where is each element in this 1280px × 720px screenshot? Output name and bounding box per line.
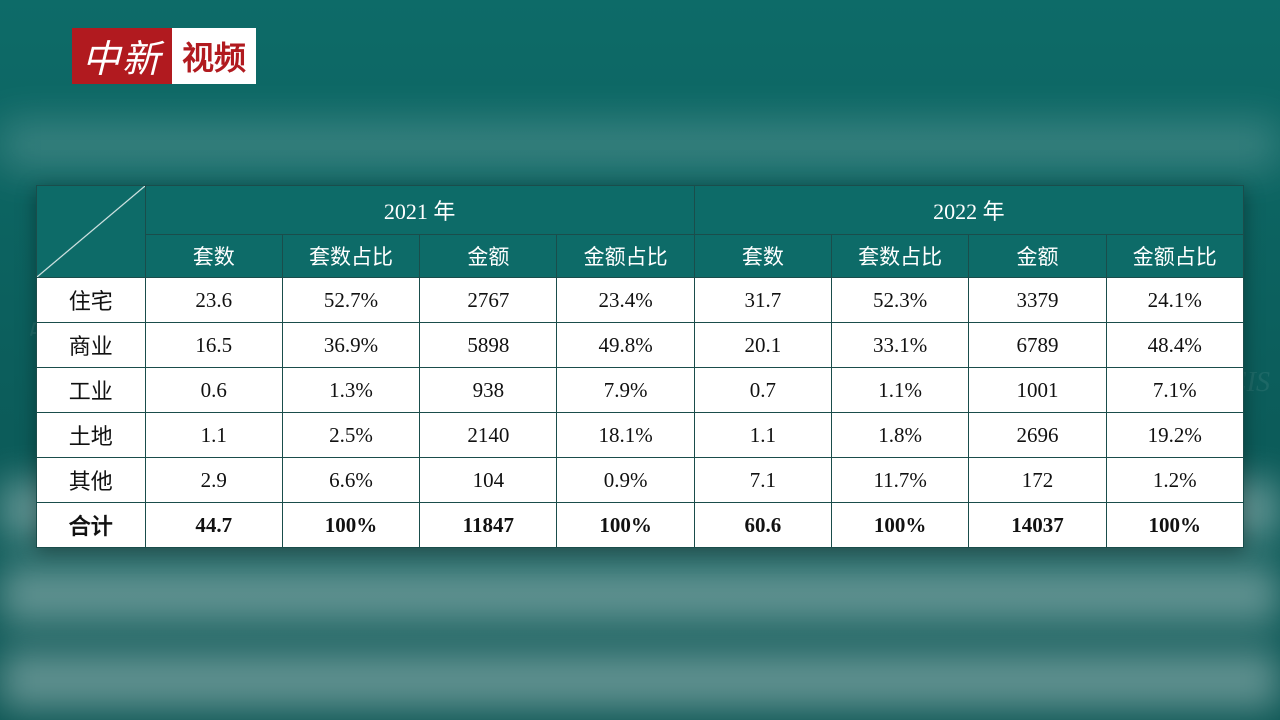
cell: 2.5% [282,413,419,458]
table-body: 住宅 23.6 52.7% 2767 23.4% 31.7 52.3% 3379… [37,278,1244,548]
blur-band [0,565,1280,625]
cell: 100% [1106,503,1243,548]
data-table-container: 2021 年 2022 年 套数 套数占比 金额 金额占比 套数 套数占比 金额… [36,185,1244,548]
cell: 11.7% [832,458,969,503]
cell: 938 [420,368,557,413]
column-header: 金额占比 [1106,235,1243,278]
data-table: 2021 年 2022 年 套数 套数占比 金额 金额占比 套数 套数占比 金额… [36,185,1244,548]
column-header: 套数占比 [282,235,419,278]
cell: 14037 [969,503,1106,548]
cell: 44.7 [145,503,282,548]
cell: 1.3% [282,368,419,413]
row-label: 工业 [37,368,146,413]
row-label: 土地 [37,413,146,458]
column-header: 金额 [969,235,1106,278]
cell: 3379 [969,278,1106,323]
row-label: 住宅 [37,278,146,323]
row-label: 其他 [37,458,146,503]
cell: 7.1% [1106,368,1243,413]
cell: 18.1% [557,413,694,458]
column-header: 金额占比 [557,235,694,278]
cell: 100% [282,503,419,548]
table-row: 住宅 23.6 52.7% 2767 23.4% 31.7 52.3% 3379… [37,278,1244,323]
cell: 48.4% [1106,323,1243,368]
cell: 23.6 [145,278,282,323]
column-group-2022: 2022 年 [694,186,1243,235]
table-row: 其他 2.9 6.6% 104 0.9% 7.1 11.7% 172 1.2% [37,458,1244,503]
cell: 104 [420,458,557,503]
table-row-total: 合计 44.7 100% 11847 100% 60.6 100% 14037 … [37,503,1244,548]
cell: 1.1% [832,368,969,413]
cell: 7.1 [694,458,831,503]
column-group-2021: 2021 年 [145,186,694,235]
row-label: 商业 [37,323,146,368]
cell: 6789 [969,323,1106,368]
column-header: 套数 [694,235,831,278]
column-header: 套数 [145,235,282,278]
table-row: 商业 16.5 36.9% 5898 49.8% 20.1 33.1% 6789… [37,323,1244,368]
cell: 2696 [969,413,1106,458]
cell: 1.8% [832,413,969,458]
cell: 52.7% [282,278,419,323]
column-header: 套数占比 [832,235,969,278]
cell: 49.8% [557,323,694,368]
cell: 52.3% [832,278,969,323]
cell: 0.9% [557,458,694,503]
cell: 0.6 [145,368,282,413]
cell: 7.9% [557,368,694,413]
cell: 23.4% [557,278,694,323]
blur-top-band [0,120,1280,170]
cell: 2767 [420,278,557,323]
cell: 60.6 [694,503,831,548]
cell: 20.1 [694,323,831,368]
table-row: 土地 1.1 2.5% 2140 18.1% 1.1 1.8% 2696 19.… [37,413,1244,458]
cell: 172 [969,458,1106,503]
cell: 100% [832,503,969,548]
cell: 24.1% [1106,278,1243,323]
cell: 5898 [420,323,557,368]
blur-band [0,650,1280,710]
cell: 36.9% [282,323,419,368]
table-row: 工业 0.6 1.3% 938 7.9% 0.7 1.1% 1001 7.1% [37,368,1244,413]
table-corner-cell [37,186,146,278]
cell: 2.9 [145,458,282,503]
logo: 中新 视频 [72,28,256,84]
cell: 1001 [969,368,1106,413]
cell: 2140 [420,413,557,458]
cell: 16.5 [145,323,282,368]
cell: 11847 [420,503,557,548]
row-label: 合计 [37,503,146,548]
cell: 1.1 [145,413,282,458]
logo-suffix: 视频 [172,28,256,84]
column-header: 金额 [420,235,557,278]
logo-brand: 中新 [72,28,172,84]
cell: 0.7 [694,368,831,413]
cell: 33.1% [832,323,969,368]
cell: 1.1 [694,413,831,458]
cell: 31.7 [694,278,831,323]
cell: 100% [557,503,694,548]
cell: 1.2% [1106,458,1243,503]
cell: 6.6% [282,458,419,503]
cell: 19.2% [1106,413,1243,458]
